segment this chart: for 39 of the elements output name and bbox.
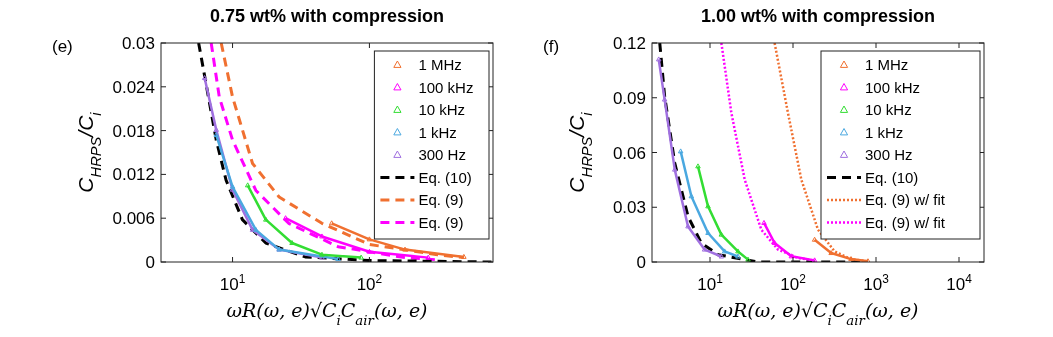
y-tick-label: 0.012 [112, 165, 155, 185]
chart-title: 0.75 wt% with compression [209, 6, 445, 26]
y-tick-label: 0.09 [612, 88, 646, 108]
legend-label: 1 kHz [418, 123, 457, 141]
legend-label: Eq. (9) [418, 191, 464, 208]
y-tick-label: 0.03 [612, 198, 646, 218]
legend-label: Eq. (10) [418, 168, 472, 186]
legend-label: Eq. (9) w/ fit [865, 213, 946, 231]
chart-title: 1.00 wt% with compression [700, 6, 936, 26]
y-tick-label: 0.006 [112, 209, 155, 229]
x-tick-label: 10$^{1}$ [219, 272, 246, 294]
y-tick-label: 0 [145, 253, 155, 272]
y-tick-label: 0.06 [612, 143, 646, 163]
y-tick-label: 0.018 [112, 121, 155, 141]
legend-label: 1 MHz [418, 56, 462, 73]
text: (e) [52, 37, 73, 56]
x-tick-label: 10$^{3}$ [863, 272, 890, 294]
legend-label: 100 kHz [865, 78, 921, 96]
legend-label: 100 kHz [418, 78, 474, 96]
legend-label: Eq. (9) [418, 213, 464, 231]
x-axis-title: ωR(ω, e)√C$_{i}$C$_{air}$(ω, e) [226, 299, 428, 328]
legend-label: 300 Hz [865, 146, 913, 163]
y-tick-label: 0.03 [121, 34, 155, 53]
legend-label: 1 kHz [865, 123, 904, 141]
y-tick-label: 0 [636, 253, 646, 272]
x-tick-label: 10$^{2}$ [780, 272, 807, 294]
legend-label: Eq. (9) w/ fit [865, 191, 946, 208]
y-tick-label: 0.12 [612, 34, 646, 53]
legend-label: 300 Hz [418, 146, 466, 163]
x-tick-label: 10$^{1}$ [697, 272, 724, 294]
y-tick-label: 0.024 [112, 77, 155, 97]
x-tick-label: 10$^{2}$ [356, 272, 383, 294]
legend-label: 10 kHz [418, 101, 466, 118]
x-tick-label: 10$^{4}$ [946, 272, 973, 294]
x-axis-title: ωR(ω, e)√C$_{i}$C$_{air}$(ω, e) [717, 299, 919, 328]
text: (f) [543, 37, 560, 56]
legend-label: 1 MHz [865, 56, 909, 73]
legend-label: Eq. (10) [865, 168, 919, 186]
legend-label: 10 kHz [865, 101, 912, 118]
